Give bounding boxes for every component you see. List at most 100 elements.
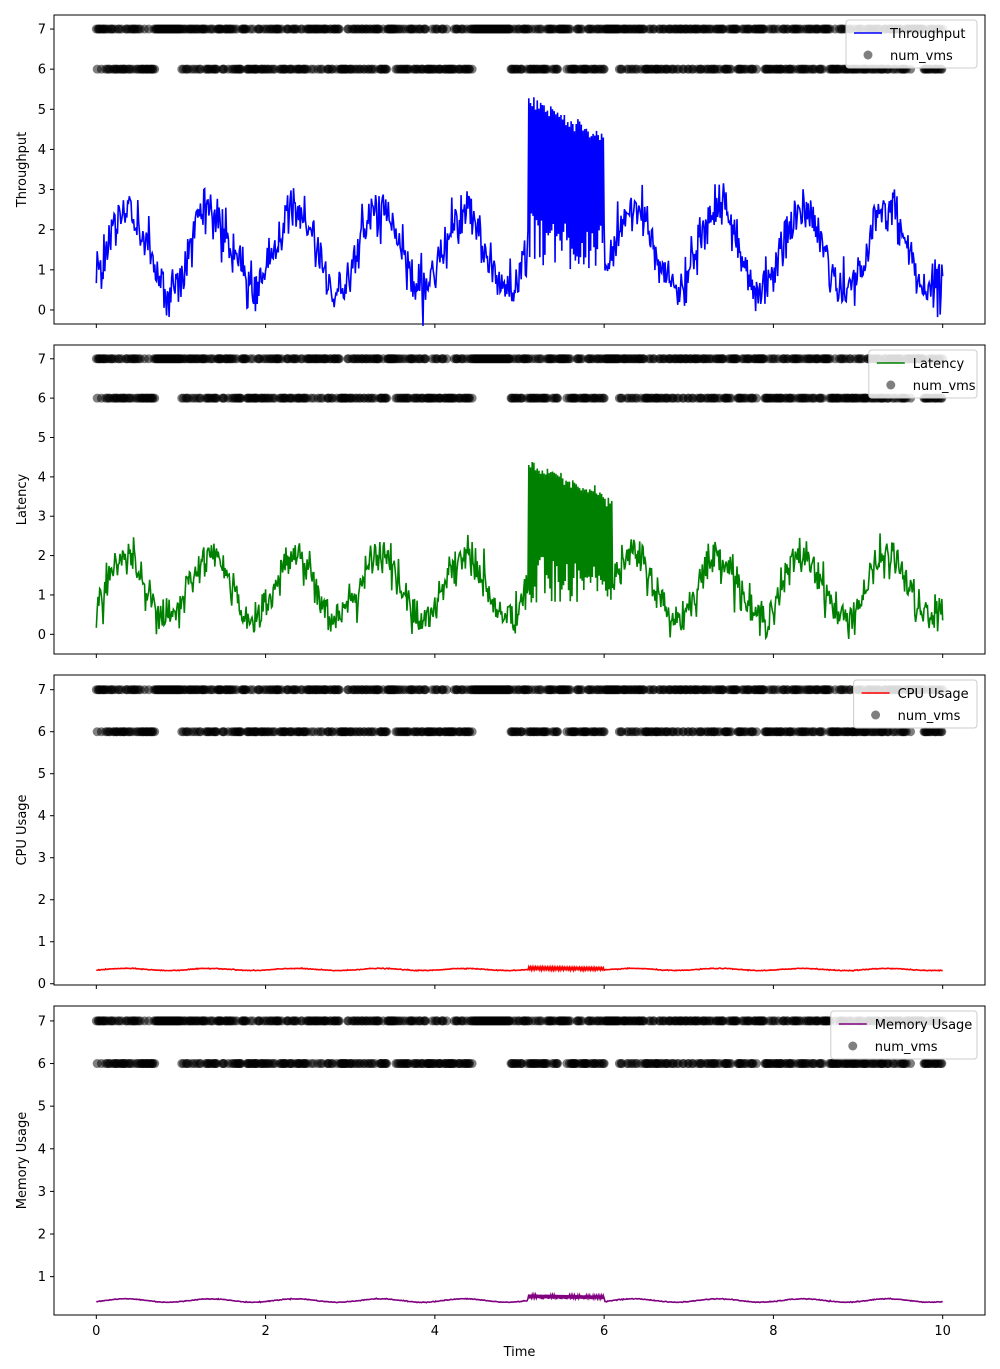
scatter-point (467, 393, 477, 403)
y-tick-label: 2 (38, 549, 46, 564)
scatter-point (599, 64, 609, 74)
panel-memory-usage: 1 2 3 4 5 6 7 0 2 4 6 8 10 Memory Usage Memory Usage nu… (15, 1005, 986, 1339)
panel-latency: 0 1 2 3 4 5 6 7 Latency Latency num_vms (15, 344, 986, 658)
y-tick-label: 0 (38, 977, 46, 992)
y-tick-label: 4 (38, 143, 46, 158)
series-line (95, 97, 944, 326)
scatter-point (334, 1016, 344, 1026)
scatter-point (817, 393, 827, 403)
scatter-point (382, 1059, 392, 1069)
legend-marker-swatch (886, 380, 896, 390)
scatter-point (442, 24, 452, 34)
scatter-point (553, 393, 563, 403)
scatter-point (599, 1059, 609, 1069)
scatter-point (553, 64, 563, 74)
scatter-point (421, 685, 431, 695)
scatter-point (726, 393, 736, 403)
y-tick-label: 3 (38, 183, 46, 198)
y-axis-label: Throughput (15, 132, 30, 209)
y-tick-label: 6 (38, 392, 46, 407)
legend-label: CPU Usage (898, 687, 969, 702)
y-tick-label: 1 (38, 588, 46, 603)
y-tick-label: 0 (38, 303, 46, 318)
y-tick-label: 3 (38, 851, 46, 866)
scatter-point (442, 685, 452, 695)
series-line (95, 461, 944, 641)
y-tick-label: 6 (38, 63, 46, 78)
y-tick-label: 2 (38, 223, 46, 238)
x-tick-label: 2 (261, 1324, 269, 1339)
y-tick-label: 3 (38, 1185, 46, 1200)
x-tick-label: 10 (934, 1324, 951, 1339)
y-tick-label: 1 (38, 1270, 46, 1285)
x-tick-label: 0 (92, 1324, 100, 1339)
y-tick-label: 1 (38, 263, 46, 278)
y-tick-label: 5 (38, 767, 46, 782)
scatter-point (565, 24, 575, 34)
scatter-point (150, 393, 160, 403)
scatter-point (937, 1059, 947, 1069)
scatter-point (150, 727, 160, 737)
scatter-point (751, 1059, 761, 1069)
scatter-point (421, 354, 431, 364)
panel-throughput: 0 1 2 3 4 5 6 7 Throughput Throughput num_vms (15, 14, 986, 328)
scatter-point (751, 727, 761, 737)
scatter-point (467, 1059, 477, 1069)
y-tick-label: 4 (38, 809, 46, 824)
y-tick-label: 2 (38, 1228, 46, 1243)
legend: Memory Usage num_vms (830, 1010, 978, 1060)
scatter-point (334, 685, 344, 695)
scatter-point (937, 727, 947, 737)
legend-label: Latency (913, 357, 965, 372)
scatter-point (817, 64, 827, 74)
legend: Throughput num_vms (845, 19, 978, 69)
scatter-point (906, 1059, 916, 1069)
y-tick-label: 4 (38, 1142, 46, 1157)
legend-label: num_vms (913, 379, 976, 394)
legend-label: num_vms (898, 709, 961, 724)
y-tick-label: 5 (38, 431, 46, 446)
num-vms-scatter (91, 685, 948, 737)
x-tick-label: 4 (431, 1324, 439, 1339)
scatter-point (334, 24, 344, 34)
scatter-point (906, 727, 916, 737)
y-tick-label: 5 (38, 103, 46, 118)
plot-area (53, 674, 986, 986)
scatter-point (553, 1059, 563, 1069)
legend-frame (845, 19, 978, 69)
y-tick-label: 2 (38, 893, 46, 908)
scatter-point (565, 685, 575, 695)
legend-label: Throughput (889, 27, 966, 42)
scatter-point (751, 64, 761, 74)
y-tick-label: 7 (38, 1014, 46, 1029)
panel-cpu-usage: 0 1 2 3 4 5 6 7 CPU Usage CPU Usage num_vms (15, 674, 986, 992)
y-tick-label: 4 (38, 470, 46, 485)
x-tick-label: 6 (600, 1324, 608, 1339)
scatter-point (150, 64, 160, 74)
scatter-point (467, 727, 477, 737)
scatter-point (421, 24, 431, 34)
scatter-point (599, 727, 609, 737)
y-axis-label: Memory Usage (15, 1112, 30, 1210)
scatter-point (751, 393, 761, 403)
y-axis-label: CPU Usage (15, 794, 30, 865)
legend: CPU Usage num_vms (853, 679, 978, 729)
legend-label: num_vms (875, 1040, 938, 1055)
scatter-point (442, 354, 452, 364)
y-axis-label: Latency (15, 474, 30, 526)
y-tick-label: 6 (38, 1057, 46, 1072)
scatter-point (726, 727, 736, 737)
y-tick-label: 3 (38, 510, 46, 525)
x-tick-label: 8 (769, 1324, 777, 1339)
y-tick-label: 1 (38, 935, 46, 950)
scatter-point (150, 1059, 160, 1069)
scatter-point (467, 64, 477, 74)
legend-marker-swatch (863, 50, 873, 60)
legend-frame (868, 349, 978, 399)
legend: Latency num_vms (868, 349, 978, 399)
x-axis-label: Time (503, 1345, 536, 1360)
scatter-point (382, 64, 392, 74)
scatter-point (565, 354, 575, 364)
scatter-point (382, 393, 392, 403)
